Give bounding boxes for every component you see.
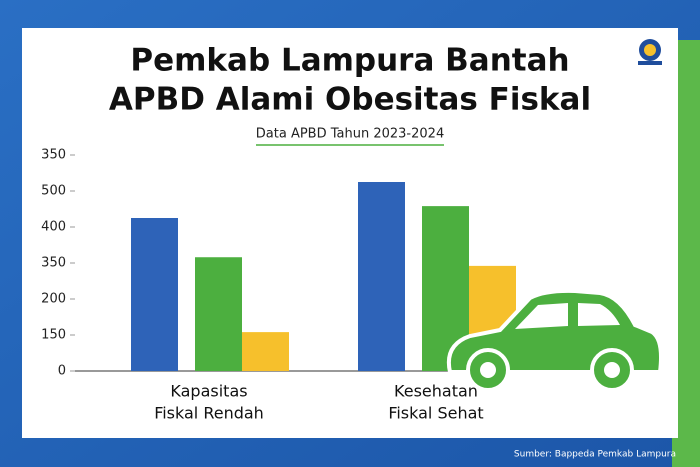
bar: [358, 182, 405, 371]
x-tick-label: Fiskal Sehat: [388, 404, 483, 423]
logo: [638, 39, 662, 65]
title-line: APBD Alami Obesitas Fiskal: [109, 82, 591, 118]
bar: [131, 218, 178, 371]
bar: [195, 257, 242, 371]
title-line: Pemkab Lampura Bantah: [130, 43, 569, 79]
y-tick-label: 200: [41, 292, 66, 307]
watermark: Dola AI: [608, 423, 672, 442]
x-tick-label: Kapasitas: [170, 382, 247, 401]
subtitle: Data APBD Tahun 2023-2024: [256, 127, 444, 142]
y-tick-label: 0: [58, 364, 66, 379]
source: Sumber: Bappeda Pemkab Lampura: [514, 450, 676, 460]
y-tick-label: 150: [41, 328, 66, 343]
bar: [242, 332, 289, 371]
y-tick-label: 350: [41, 256, 66, 271]
y-tick-label: 400: [41, 220, 66, 235]
y-tick-label: 350: [41, 148, 66, 163]
car-icon: [447, 288, 663, 392]
y-tick-label: 500: [41, 184, 66, 199]
x-tick-label: Kesehatan: [394, 382, 478, 401]
x-tick-label: Fiskal Rendah: [154, 404, 264, 423]
